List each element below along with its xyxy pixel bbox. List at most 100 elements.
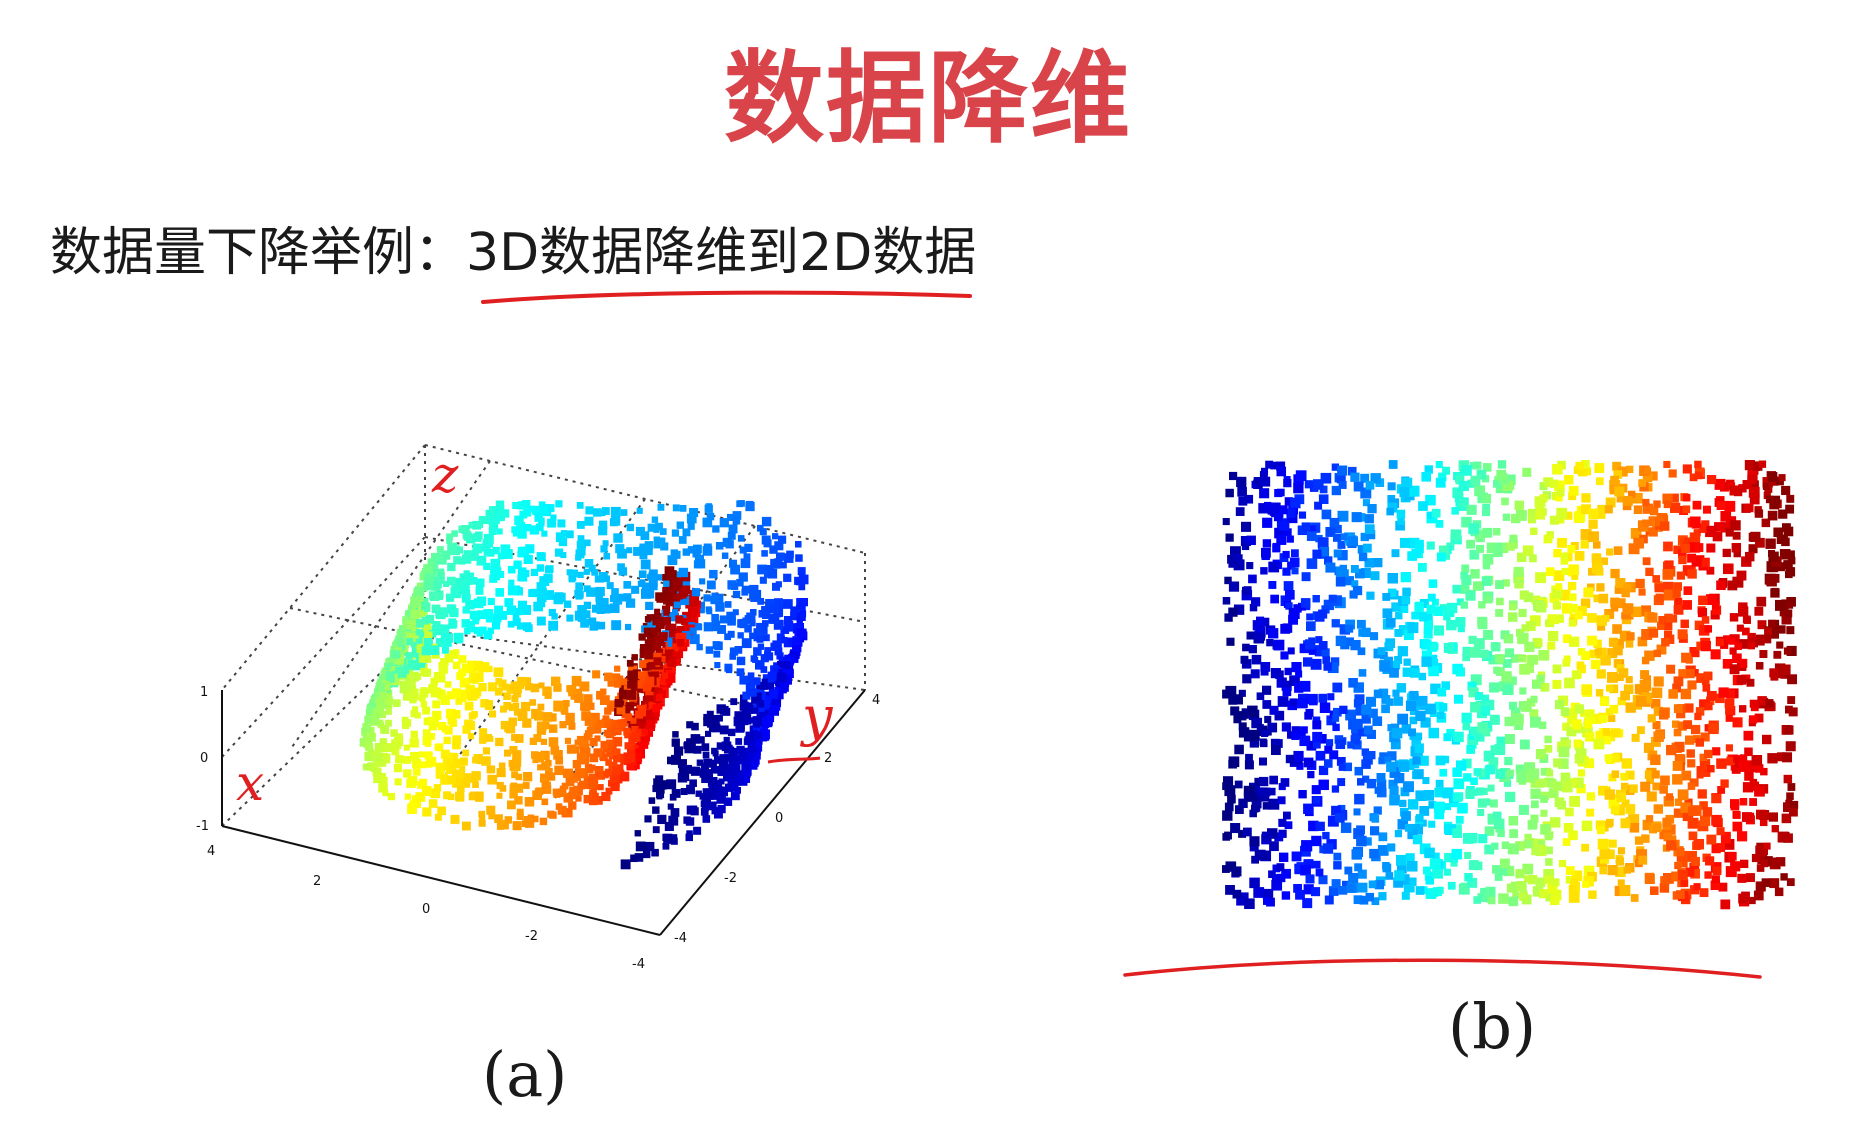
scatter-point (478, 683, 487, 692)
scatter-point (1615, 866, 1626, 878)
scatter-point (470, 791, 479, 800)
scatter-point (1625, 640, 1634, 648)
scatter-point (745, 731, 755, 741)
scatter-point (1299, 643, 1310, 654)
scatter-point (1435, 461, 1443, 469)
scatter-point (1581, 504, 1592, 515)
scatter-point (1480, 705, 1491, 716)
scatter-point (1751, 854, 1761, 863)
scatter-point (647, 620, 657, 630)
scatter-point (726, 611, 736, 622)
scatter-point (638, 739, 648, 749)
scatter-point (1486, 542, 1498, 554)
scatter-point (783, 599, 793, 609)
scatter-point (1551, 587, 1563, 599)
scatter-point (1532, 679, 1542, 689)
scatter-point (1573, 777, 1584, 789)
scatter-point (1710, 649, 1721, 660)
scatter-point (784, 616, 793, 625)
scatter-point (1238, 829, 1247, 838)
scatter-point (512, 753, 520, 762)
scatter-point (576, 753, 587, 763)
scatter-point (1261, 551, 1270, 561)
scatter-point (1783, 833, 1793, 843)
scatter-point (443, 736, 451, 745)
scatter-point (1350, 565, 1359, 573)
scatter-point (1561, 567, 1569, 576)
scatter-point (1412, 834, 1423, 845)
scatter-point (1538, 650, 1550, 661)
scatter-point (627, 763, 635, 771)
scatter-point (1242, 674, 1252, 684)
scatter-point (447, 793, 455, 801)
scatter-point (1781, 813, 1792, 824)
scatter-point (649, 582, 658, 591)
scatter-point (1280, 595, 1292, 606)
scatter-point (727, 531, 736, 540)
scatter-point (1787, 674, 1798, 685)
scatter-point (1530, 695, 1538, 703)
scatter-point (557, 805, 567, 815)
scatter-point (432, 710, 442, 721)
scatter-point (1421, 656, 1432, 667)
scatter-point (1638, 588, 1646, 596)
scatter-point (407, 776, 418, 786)
scatter-point (486, 805, 496, 815)
scatter-point (746, 706, 754, 714)
scatter-point (1428, 801, 1436, 809)
scatter-point (1547, 630, 1559, 642)
scatter-point (1413, 769, 1424, 780)
scatter-point (1663, 460, 1671, 469)
scatter-point (428, 733, 436, 740)
scatter-point (1690, 868, 1700, 879)
scatter-point (1484, 826, 1495, 836)
scatter-point (1672, 774, 1683, 785)
scatter-point (1767, 561, 1779, 573)
scatter-point (770, 558, 780, 569)
scatter-point (1464, 851, 1472, 859)
scatter-point (1704, 871, 1712, 879)
scatter-point (1352, 718, 1363, 730)
scatter-point (787, 637, 795, 645)
scatter-point (1283, 811, 1291, 820)
scatter-point (400, 669, 409, 678)
scatter-point (1522, 467, 1532, 477)
scatter-point (669, 627, 679, 637)
scatter-point (1344, 866, 1353, 875)
scatter-point (732, 511, 742, 520)
scatter-point (693, 544, 702, 554)
scatter-point (613, 533, 623, 543)
scatter-point (631, 732, 641, 742)
scatter-point (1687, 569, 1697, 579)
scatter-point (602, 540, 609, 547)
scatter-point (1396, 683, 1407, 693)
scatter-point (375, 774, 383, 782)
scatter-point (1362, 775, 1370, 783)
scatter-point (1681, 544, 1690, 553)
scatter-point (410, 597, 420, 607)
scatter-point (1586, 792, 1596, 801)
scatter-point (463, 550, 474, 561)
scatter-point (504, 598, 514, 607)
scatter-point (1251, 654, 1262, 665)
scatter-point (1630, 528, 1642, 539)
scatter-point (618, 567, 628, 576)
scatter-point (734, 711, 743, 720)
scatter-point (1468, 523, 1480, 535)
scatter-point (1328, 594, 1337, 603)
scatter-point (631, 726, 639, 734)
scatter-point (1249, 603, 1258, 612)
scatter-point (438, 577, 445, 584)
scatter-point (568, 688, 577, 697)
scatter-point (414, 587, 424, 596)
scatter-point (1679, 859, 1688, 868)
axis-tick-label: 2 (313, 874, 321, 889)
scatter-point (1760, 767, 1768, 776)
scatter-point (1509, 603, 1517, 611)
scatter-point (583, 733, 591, 741)
scatter-point (1587, 583, 1595, 592)
scatter-point (1269, 775, 1279, 785)
scatter-point (741, 638, 752, 649)
scatter-point (427, 716, 436, 725)
scatter-point (601, 604, 611, 614)
